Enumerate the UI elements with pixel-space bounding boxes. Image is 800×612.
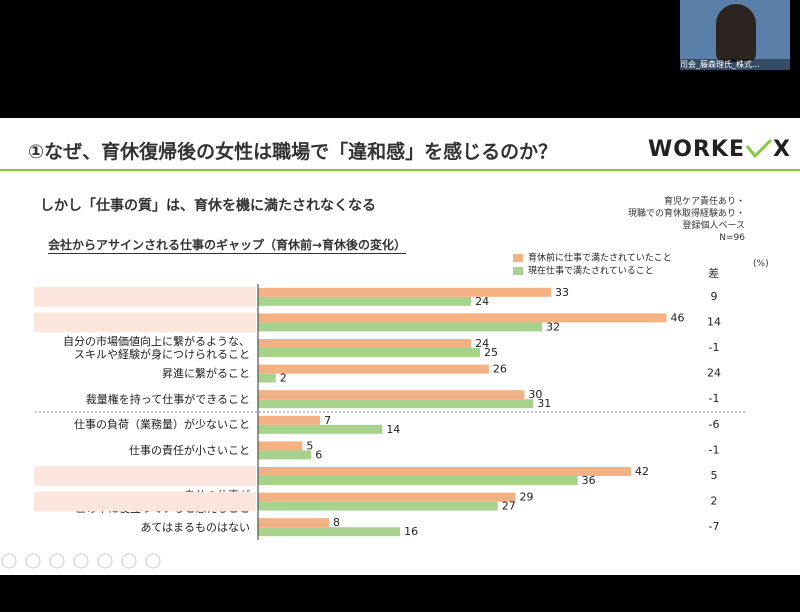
value-label: 5: [306, 439, 313, 452]
toolbar: [0, 552, 170, 570]
difference: 14: [707, 315, 721, 328]
video-caption: 司会_藤森理氏_株式...: [680, 59, 790, 70]
slide-title: ①なぜ、育休復帰後の女性は職場で「違和感」を感じるのか？: [28, 141, 558, 163]
value-label: 26: [493, 363, 507, 376]
chart-title: 会社からアサインされる仕事のギャップ（育休前→育休後の変化）: [48, 238, 407, 254]
bar: [258, 441, 303, 451]
note: 登録個人ベース: [682, 221, 745, 231]
difference: 5: [711, 469, 718, 482]
bar: [258, 339, 472, 348]
legend-label: 現在仕事で満たされていること: [528, 265, 654, 277]
difference: -7: [709, 520, 720, 533]
bar: [258, 364, 489, 374]
category-label: 裁量権を持って仕事ができること: [85, 392, 250, 406]
value-label: 42: [635, 465, 649, 478]
logo-mark: [745, 138, 773, 159]
row-highlight: [34, 312, 256, 333]
bar: [258, 399, 534, 409]
video-tile: 司会_藤森理氏_株式...: [680, 0, 790, 70]
note: 現職での育休取得経験あり・: [627, 209, 745, 219]
bar: [258, 287, 552, 297]
difference-header: 差: [708, 267, 719, 280]
value-label: 2: [280, 372, 287, 385]
toolbar-icons: [1, 553, 161, 569]
category-label: 仕事の責任が小さいこと: [129, 443, 250, 457]
value-label: 14: [386, 423, 400, 436]
value-label: 8: [333, 516, 340, 529]
notes: 育児ケア責任あり・現職での育休取得経験あり・登録個人ベース N=96: [628, 196, 745, 244]
divider: [0, 169, 800, 171]
value-label: 30: [528, 388, 542, 401]
category-label: 昇進に繋がること: [162, 367, 250, 381]
row-highlight: [34, 287, 256, 307]
bar: [258, 348, 480, 357]
value-label: 46: [670, 311, 684, 324]
value-label: 31: [537, 397, 551, 410]
difference: 2: [711, 495, 718, 508]
difference: -1: [709, 392, 720, 405]
value-label: 36: [582, 474, 596, 487]
difference: -1: [709, 341, 720, 354]
participant: [716, 4, 756, 62]
subtitle: しかし「仕事の質」は、育休を機に満たされなくなる: [40, 198, 376, 214]
legend-label: 育休前に仕事で満たされていたこと: [528, 252, 672, 264]
legend-swatch: [513, 254, 523, 262]
value-label: 16: [404, 525, 418, 538]
bar: [258, 313, 667, 323]
value-label: 29: [520, 491, 534, 504]
value-label: 6: [315, 448, 322, 461]
value-label: 24: [475, 337, 489, 350]
logo-text: WORKE: [648, 137, 745, 162]
category-label: 仕事の負荷（業務量）が少ないこと: [74, 418, 250, 432]
value-label: 27: [502, 500, 516, 513]
category-label: あてはまるものはない: [140, 520, 250, 534]
unit: (%): [753, 259, 769, 269]
row-highlight: [34, 466, 256, 486]
bar: [258, 424, 383, 434]
difference: 24: [707, 367, 721, 380]
logo-text: X: [773, 137, 791, 162]
value-label: 25: [484, 346, 498, 359]
note: N=96: [719, 233, 745, 243]
difference: 9: [711, 290, 718, 303]
row-highlight: [34, 491, 256, 512]
value-label: 32: [546, 320, 560, 333]
legend-swatch: [513, 267, 523, 275]
bar: [258, 415, 321, 425]
bar: [258, 501, 498, 511]
logo: WORKE X: [648, 137, 791, 162]
category-label: 自分の市場価値向上に繋がるような、 スキルや経験が身につけられること: [63, 335, 250, 361]
bar: [258, 467, 631, 476]
bar: [258, 492, 516, 502]
bar: [258, 390, 525, 400]
note: 育児ケア責任あり・: [663, 197, 745, 207]
difference: -6: [709, 418, 720, 431]
bar: [258, 322, 543, 332]
value-label: 24: [475, 295, 489, 308]
bar: [258, 296, 472, 306]
value-label: 33: [555, 286, 569, 299]
bar: [258, 527, 401, 537]
bar: [258, 373, 276, 383]
value-label: 7: [324, 414, 331, 427]
bar: [258, 476, 578, 485]
difference: -1: [709, 443, 720, 456]
bar: [258, 450, 312, 460]
bar: [258, 518, 330, 528]
